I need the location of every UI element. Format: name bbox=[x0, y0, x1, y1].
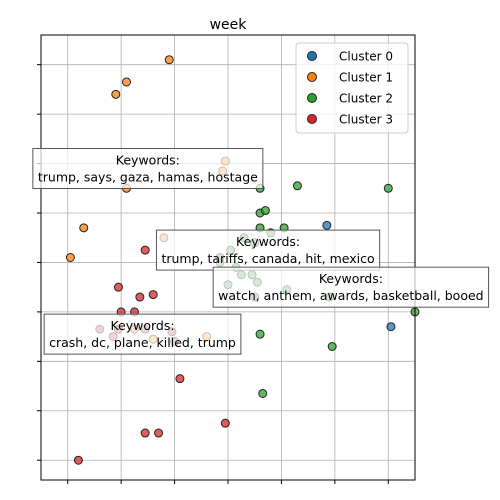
annotation-keywords: watch, anthem, awards, basketball, booed bbox=[218, 288, 483, 303]
annotation-keywords: trump, says, gaza, hamas, hostage bbox=[38, 170, 258, 185]
annotation-keywords: trump, tariffs, canada, hit, mexico bbox=[161, 251, 374, 266]
data-point bbox=[322, 220, 332, 230]
chart-title: week bbox=[210, 17, 248, 33]
legend-marker bbox=[307, 72, 317, 82]
legend-marker bbox=[307, 51, 317, 61]
annotation-heading: Keywords: bbox=[319, 271, 383, 286]
data-point bbox=[73, 455, 83, 465]
legend: Cluster 0 Cluster 1 Cluster 2 Cluster 3 bbox=[295, 42, 409, 134]
keyword-annotation: Keywords: watch, anthem, awards, basketba… bbox=[212, 266, 490, 308]
data-point bbox=[260, 206, 270, 216]
annotation-heading: Keywords: bbox=[116, 153, 180, 168]
legend-label: Cluster 0 bbox=[339, 50, 393, 64]
data-point bbox=[113, 282, 123, 292]
data-point bbox=[164, 55, 174, 65]
keyword-annotations: Keywords: trump, says, gaza, hamas, hosta… bbox=[32, 148, 490, 355]
data-point bbox=[327, 342, 337, 351]
data-point bbox=[135, 292, 145, 302]
legend-marker bbox=[307, 114, 317, 124]
plot-frame bbox=[40, 34, 416, 481]
data-point bbox=[175, 374, 185, 384]
annotation-keywords: crash, dc, plane, killed, trump bbox=[49, 335, 236, 350]
legend-box bbox=[295, 42, 409, 134]
data-point bbox=[65, 253, 75, 262]
annotation-heading: Keywords: bbox=[110, 318, 174, 333]
keyword-annotation: Keywords: crash, dc, plane, killed, trump bbox=[43, 313, 242, 355]
annotation-heading: Keywords: bbox=[236, 234, 300, 249]
data-point bbox=[111, 89, 121, 99]
legend-label: Cluster 3 bbox=[339, 113, 393, 127]
legend-label: Cluster 2 bbox=[339, 92, 393, 106]
data-point bbox=[255, 329, 265, 339]
data-point bbox=[292, 181, 302, 191]
data-point bbox=[121, 77, 131, 87]
annotation-box bbox=[32, 148, 264, 189]
keyword-annotation: Keywords: trump, tariffs, canada, hit, me… bbox=[155, 229, 381, 271]
data-point bbox=[79, 223, 89, 233]
data-point bbox=[140, 245, 150, 255]
data-point bbox=[386, 322, 396, 332]
keyword-annotation: Keywords: trump, says, gaza, hamas, hosta… bbox=[32, 148, 264, 189]
data-point bbox=[154, 428, 164, 438]
annotation-box bbox=[43, 313, 242, 355]
data-point bbox=[383, 183, 393, 193]
annotation-box bbox=[155, 229, 381, 271]
axis-ticks bbox=[37, 64, 389, 484]
data-point bbox=[148, 290, 158, 300]
data-point bbox=[220, 418, 230, 428]
annotation-box bbox=[212, 266, 490, 308]
data-point bbox=[140, 428, 150, 438]
legend-marker bbox=[307, 93, 317, 103]
legend-label: Cluster 1 bbox=[339, 71, 393, 85]
data-point bbox=[258, 388, 268, 398]
